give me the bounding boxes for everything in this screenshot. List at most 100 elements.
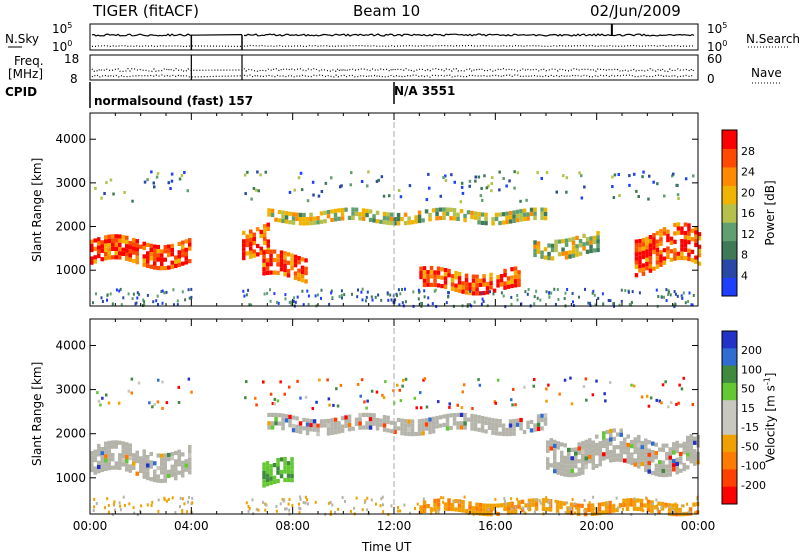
noise-cell [127, 292, 130, 296]
echo-cell [128, 245, 132, 250]
noise-cell [107, 503, 110, 507]
echo-cell [563, 460, 567, 465]
echo-cell [588, 442, 592, 447]
echo-cell [104, 239, 108, 244]
echo-cell [354, 211, 359, 216]
far-cell [169, 187, 172, 190]
echo-cell [619, 453, 623, 458]
noise-cell [554, 499, 557, 503]
echo-cell [520, 508, 525, 513]
echo-cell [582, 242, 586, 247]
far-cell [595, 379, 598, 383]
noise-cell [514, 505, 517, 509]
echo-cell [298, 221, 303, 226]
echo-cell [135, 243, 139, 248]
noise-cell [421, 302, 423, 305]
echo-cell [602, 435, 606, 440]
echo-cell [125, 239, 129, 245]
echo-cell [589, 240, 593, 245]
echo-cell [279, 258, 284, 263]
far-cell [459, 200, 463, 204]
noise-cell [264, 508, 267, 512]
echo-cell [375, 417, 380, 423]
far-cell [677, 401, 680, 405]
echo-cell [609, 441, 613, 446]
echo-cell [517, 504, 521, 509]
y-tick-label: 2000 [55, 220, 86, 234]
freq-tick-low: 8 [70, 72, 78, 86]
echo-cell [515, 418, 520, 423]
echo-cell [269, 270, 273, 275]
echo-cell [90, 455, 94, 460]
echo-cell [644, 451, 648, 456]
echo-cell [421, 427, 425, 432]
echo-cell [540, 426, 544, 431]
noise-cell [398, 303, 401, 307]
echo-cell [305, 431, 310, 436]
echo-cell [431, 416, 436, 421]
echo-cell [604, 505, 609, 510]
echo-cell [666, 246, 670, 251]
echo-cell [291, 220, 296, 225]
echo-cell [302, 221, 306, 226]
echo-cell [304, 270, 308, 276]
echo-cell [513, 266, 518, 271]
echo-cell [274, 412, 278, 417]
echo-cell [459, 421, 464, 426]
echo-cell [167, 473, 171, 479]
noise-cell [630, 303, 633, 307]
echo-cell [337, 421, 341, 426]
far-cell [648, 174, 651, 178]
noise-cell [187, 288, 190, 292]
echo-cell [291, 428, 296, 433]
far-cell [356, 383, 360, 386]
echo-cell [609, 437, 613, 442]
echo-cell [319, 423, 324, 428]
echo-cell [375, 219, 380, 224]
far-cell [293, 188, 296, 192]
noise-cell [340, 293, 343, 297]
cpid-label: CPID [5, 85, 38, 99]
noise-cell [655, 506, 658, 510]
echo-cell [680, 239, 684, 244]
echo-cell [114, 242, 118, 247]
echo-cell [146, 455, 150, 460]
echo-cell [683, 230, 688, 236]
echo-cell [668, 472, 672, 477]
noise-cell [301, 289, 304, 293]
echo-cell [288, 423, 292, 428]
echo-cell [598, 445, 602, 450]
noise-cell [548, 295, 551, 299]
noise-cell [504, 305, 507, 309]
echo-cell [457, 288, 462, 293]
far-cell [635, 189, 638, 193]
far-cell [678, 383, 681, 387]
echo-cell [410, 419, 415, 424]
echo-cell [638, 264, 642, 269]
echo-cell [118, 242, 122, 247]
echo-cell [651, 441, 655, 446]
echo-cell [550, 247, 555, 253]
velocity-colorbar-frame [721, 330, 738, 505]
echo-cell [588, 454, 592, 460]
echo-cell [588, 450, 592, 455]
far-cell [336, 404, 340, 408]
far-cell [187, 377, 191, 381]
echo-cell [625, 506, 630, 511]
noise-cell [95, 292, 97, 296]
echo-cell [471, 274, 476, 279]
velocity-colorbar-tick: -100 [741, 460, 766, 473]
echo-cell [269, 476, 273, 481]
far-cell [563, 378, 567, 382]
far-cell [480, 187, 483, 190]
noise-cell [361, 508, 364, 512]
echo-cell [403, 423, 408, 428]
velocity-colorbar-swatch [722, 382, 737, 401]
far-cell [155, 175, 159, 179]
echo-cell [697, 232, 702, 237]
noise-cell [380, 497, 383, 501]
echo-cell [290, 465, 294, 470]
echo-cell [654, 455, 658, 460]
echo-cell [447, 502, 451, 507]
far-cell [491, 176, 494, 180]
